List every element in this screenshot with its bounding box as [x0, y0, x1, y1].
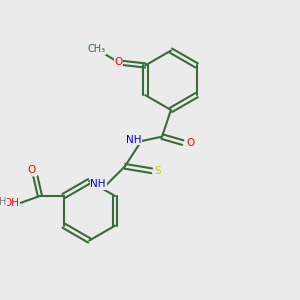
Text: O: O — [186, 138, 194, 148]
Text: S: S — [155, 166, 161, 176]
Text: NH: NH — [91, 179, 106, 189]
Text: O: O — [114, 58, 123, 68]
Text: O: O — [28, 165, 36, 175]
Text: H: H — [0, 197, 7, 207]
Text: OH: OH — [4, 198, 20, 208]
Text: CH₃: CH₃ — [87, 44, 105, 54]
Text: NH: NH — [126, 135, 142, 145]
